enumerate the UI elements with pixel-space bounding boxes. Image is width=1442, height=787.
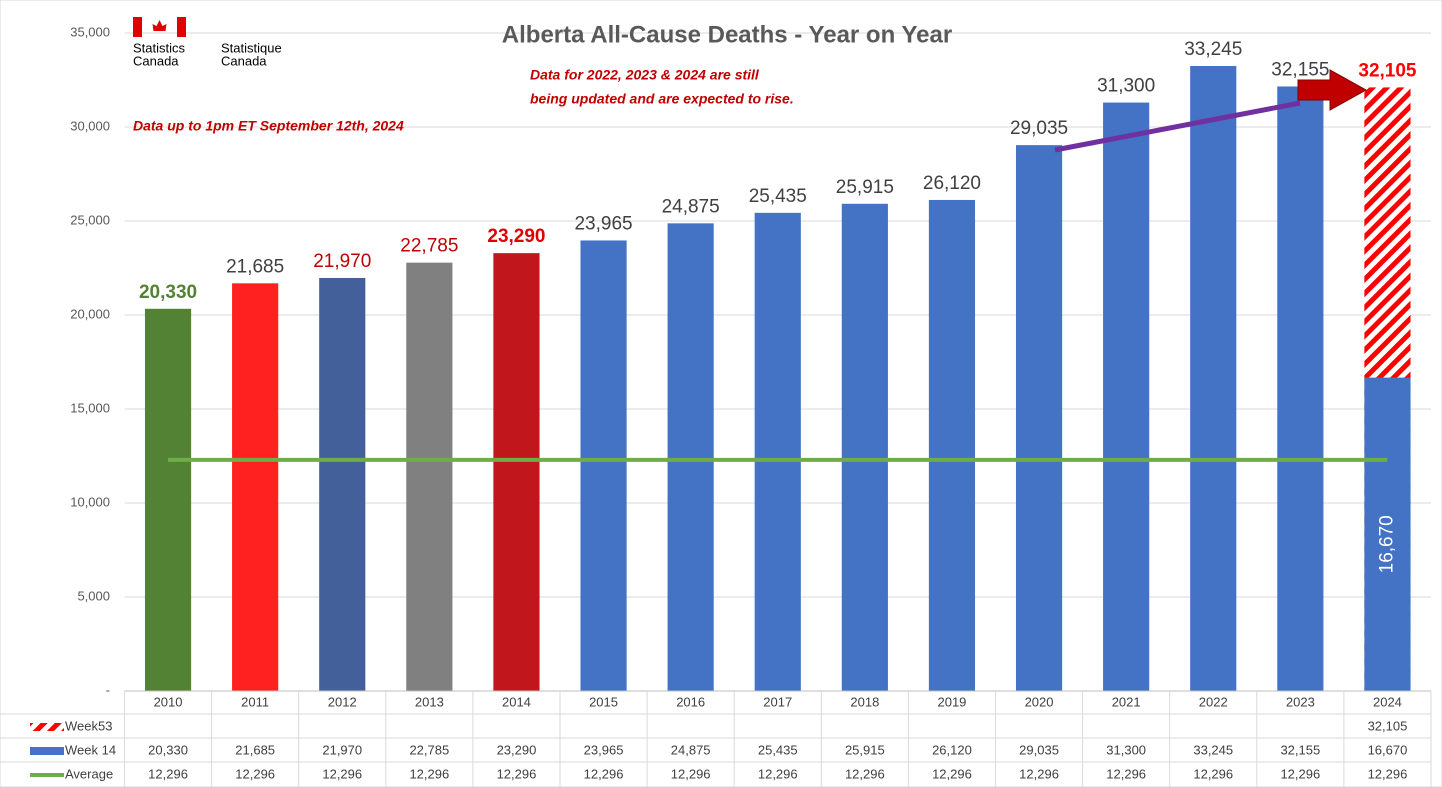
table-cell: 12,296 — [932, 766, 972, 781]
table-cell: 25,915 — [845, 742, 885, 757]
bar — [668, 223, 714, 691]
table-cell: 12,296 — [671, 766, 711, 781]
legend-swatch — [30, 723, 64, 731]
bar — [1103, 103, 1149, 691]
x-tick-label: 2018 — [850, 694, 879, 709]
table-cell: 12,296 — [235, 766, 275, 781]
x-tick-label: 2014 — [502, 694, 531, 709]
x-tick-label: 2022 — [1199, 694, 1228, 709]
note: Data for 2022, 2023 & 2024 are still — [530, 67, 760, 83]
x-tick-label: 2024 — [1373, 694, 1402, 709]
y-tick-label: 10,000 — [70, 494, 110, 509]
data-label: 22,785 — [400, 236, 458, 257]
note: being updated and are expected to rise. — [530, 91, 794, 107]
table-cell: 16,670 — [1368, 742, 1408, 757]
x-tick-label: 2013 — [415, 694, 444, 709]
table-cell: 12,296 — [584, 766, 624, 781]
table-cell: 23,965 — [584, 742, 624, 757]
table-cell: 12,296 — [1280, 766, 1320, 781]
x-tick-label: 2020 — [1025, 694, 1054, 709]
y-tick-label: 35,000 — [70, 24, 110, 39]
x-tick-label: 2019 — [937, 694, 966, 709]
data-label: 21,970 — [313, 251, 371, 272]
table-cell: 12,296 — [148, 766, 188, 781]
data-label: 31,300 — [1097, 76, 1155, 97]
bar — [1190, 66, 1236, 691]
data-label: 21,685 — [226, 256, 284, 277]
data-label: 33,245 — [1184, 39, 1242, 60]
table-cell: 21,970 — [322, 742, 362, 757]
data-label: 26,120 — [923, 173, 981, 194]
x-tick-label: 2016 — [676, 694, 705, 709]
data-label: 16,670 — [1376, 515, 1397, 573]
x-tick-label: 2023 — [1286, 694, 1315, 709]
table-cell: 12,296 — [1193, 766, 1233, 781]
x-tick-label: 2021 — [1112, 694, 1141, 709]
chart-title: Alberta All-Cause Deaths - Year on Year — [502, 21, 952, 48]
table-cell: 22,785 — [409, 742, 449, 757]
bar — [319, 278, 365, 691]
data-label: 32,155 — [1271, 60, 1329, 81]
table-cell: 12,296 — [1106, 766, 1146, 781]
y-tick-label: 15,000 — [70, 400, 110, 415]
bar — [493, 253, 539, 691]
data-label: 24,875 — [662, 196, 720, 217]
y-tick-label: - — [106, 682, 110, 697]
x-tick-label: 2012 — [328, 694, 357, 709]
bar — [842, 204, 888, 691]
y-tick-label: 30,000 — [70, 118, 110, 133]
table-cell: 31,300 — [1106, 742, 1146, 757]
bar — [755, 213, 801, 691]
x-tick-label: 2015 — [589, 694, 618, 709]
table-cell: 21,685 — [235, 742, 275, 757]
legend-label: Week53 — [65, 718, 112, 733]
table-cell: 33,245 — [1193, 742, 1233, 757]
legend-swatch — [30, 747, 64, 755]
bar — [1016, 145, 1062, 691]
table-cell: 25,435 — [758, 742, 798, 757]
table-cell: 12,296 — [409, 766, 449, 781]
data-label: 23,290 — [487, 226, 545, 247]
logo-text: Canada — [133, 53, 179, 68]
y-tick-label: 25,000 — [70, 212, 110, 227]
table-cell: 12,296 — [758, 766, 798, 781]
data-label: 32,105 — [1358, 60, 1417, 81]
table-cell: 29,035 — [1019, 742, 1059, 757]
table-cell: 12,296 — [1019, 766, 1059, 781]
bar — [232, 283, 278, 691]
bar — [580, 240, 626, 691]
chart: Statistics Canada Statistique Canada Alb… — [0, 0, 1442, 787]
data-label: 25,915 — [836, 177, 894, 198]
bar — [1277, 86, 1323, 691]
x-tick-label: 2011 — [241, 694, 269, 709]
table-cell: 12,296 — [322, 766, 362, 781]
table-cell: 32,105 — [1368, 718, 1408, 733]
legend-label: Week 14 — [65, 742, 116, 757]
bar — [145, 309, 191, 691]
y-tick-label: 20,000 — [70, 306, 110, 321]
table-cell: 12,296 — [845, 766, 885, 781]
table-cell: 12,296 — [497, 766, 537, 781]
x-tick-label: 2017 — [763, 694, 792, 709]
table-cell: 26,120 — [932, 742, 972, 757]
legend-label: Average — [65, 766, 113, 781]
data-label: 29,035 — [1010, 118, 1068, 139]
table-cell: 32,155 — [1280, 742, 1320, 757]
table-cell: 23,290 — [497, 742, 537, 757]
table-cell: 20,330 — [148, 742, 188, 757]
table-cell: 24,875 — [671, 742, 711, 757]
logo-text: Canada — [221, 53, 267, 68]
y-tick-label: 5,000 — [77, 588, 110, 603]
data-label: 20,330 — [139, 282, 197, 303]
data-label: 23,965 — [574, 213, 632, 234]
x-tick-label: 2010 — [154, 694, 183, 709]
date-note: Data up to 1pm ET September 12th, 2024 — [133, 118, 404, 134]
bar — [929, 200, 975, 691]
table-cell: 12,296 — [1368, 766, 1408, 781]
data-label: 25,435 — [749, 186, 807, 207]
bar — [406, 263, 452, 691]
